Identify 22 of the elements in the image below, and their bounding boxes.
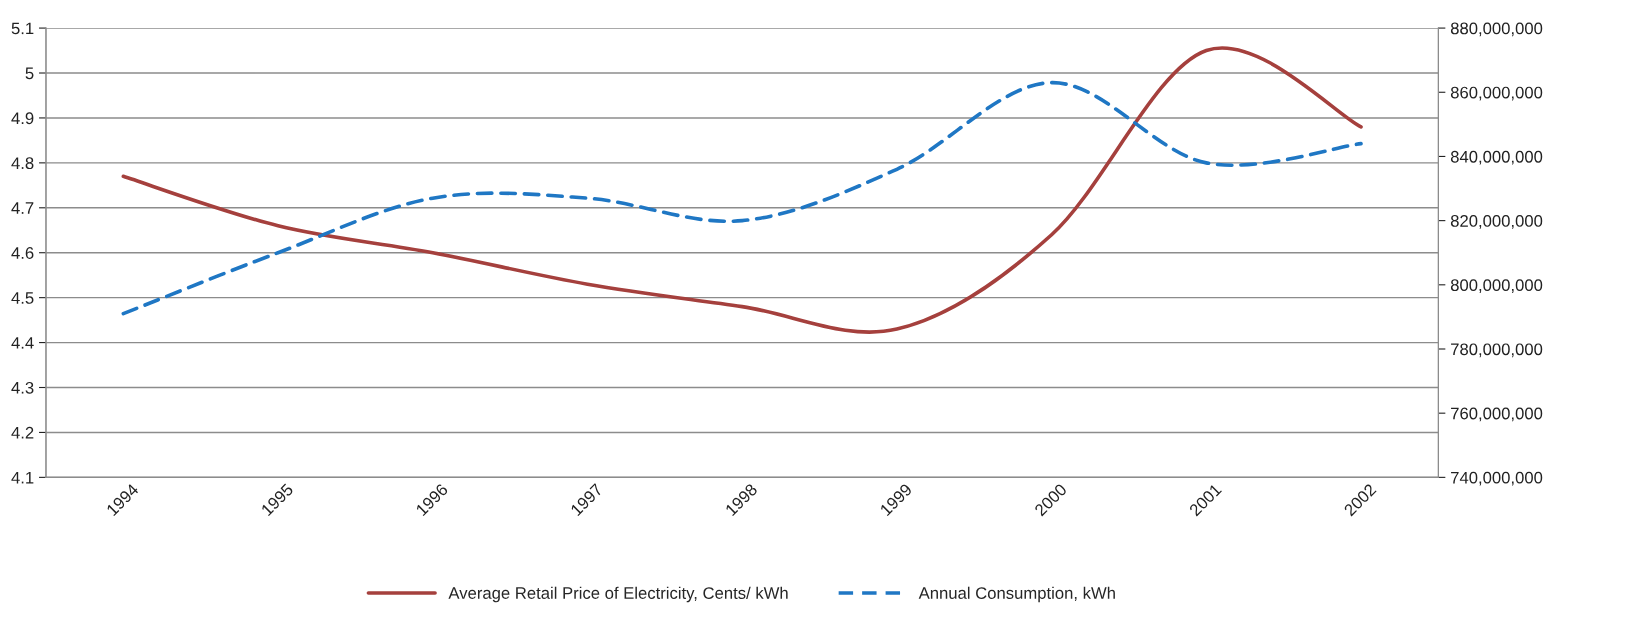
y2-tick-label: 860,000,000 (1450, 86, 1543, 101)
y2-tick-label: 840,000,000 (1450, 150, 1543, 165)
y-tick-label: 5 (25, 67, 34, 80)
y-tick-label: 4.1 (11, 471, 34, 484)
y2-tick-label: 880,000,000 (1450, 22, 1543, 37)
y-tick-label: 4.5 (11, 292, 34, 304)
y-tick-label: 5.1 (11, 22, 34, 35)
y2-tick-label: 800,000,000 (1450, 279, 1543, 293)
y-tick-label: 4.3 (11, 381, 34, 394)
y-tick-label: 4.6 (11, 247, 34, 259)
line-series (121, 80, 1363, 316)
y-tick-label: 4.7 (11, 202, 34, 214)
y2-tick-label: 780,000,000 (1451, 343, 1543, 358)
y-tick-label: 4.2 (11, 426, 34, 439)
legend-label: Average Retail Price of Electricity, Cents/ kWh (448, 586, 788, 603)
y2-tick-label: 740,000,000 (1451, 471, 1543, 486)
y2-tick-label: 820,000,000 (1450, 215, 1543, 229)
y-tick-label: 4.8 (11, 157, 34, 170)
y2-tick-label: 760,000,000 (1451, 407, 1543, 422)
y-tick-label: 4.9 (11, 112, 34, 125)
legend-label: Annual Consumption, kWh (918, 586, 1115, 603)
y-tick-label: 4.4 (11, 337, 34, 349)
